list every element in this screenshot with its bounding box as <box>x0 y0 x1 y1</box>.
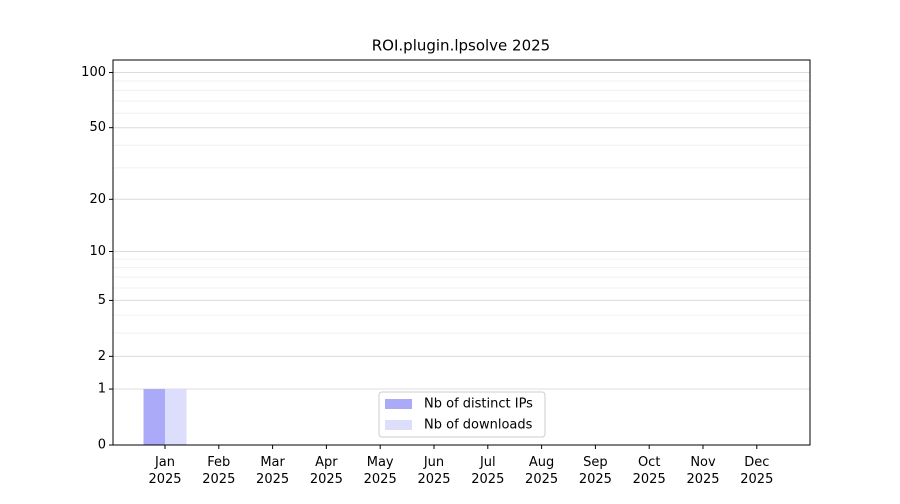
x-tick-label: Aug 2025 <box>525 455 558 487</box>
y-tick-label: 5 <box>98 293 106 308</box>
legend-label: Nb of distinct IPs <box>424 397 533 412</box>
x-tick-label-line: 2025 <box>364 472 397 487</box>
y-tick-label: 100 <box>81 65 106 80</box>
legend-box <box>378 391 546 438</box>
x-tick-label: Feb 2025 <box>202 455 235 487</box>
legend-swatch <box>385 399 412 409</box>
x-tick-label: May 2025 <box>364 455 397 487</box>
x-tick-label-line: Oct <box>638 455 660 470</box>
x-tick-label-line: 2025 <box>686 472 719 487</box>
x-tick-label: Jul 2025 <box>471 455 504 487</box>
x-tick-label-line: Apr <box>315 455 338 470</box>
legend-label: Nb of downloads <box>424 418 533 433</box>
x-tick-label-line: 2025 <box>633 472 666 487</box>
y-tick-label: 10 <box>89 244 106 259</box>
x-tick-label: Oct 2025 <box>633 455 666 487</box>
y-tick-label: 0 <box>98 438 106 453</box>
x-tick-label-line: May <box>367 455 394 470</box>
chart-title: ROI.plugin.lpsolve 2025 <box>372 37 550 55</box>
y-tick-label: 20 <box>89 192 106 207</box>
y-tick-label: 50 <box>89 120 106 135</box>
x-tick-label: Jan 2025 <box>148 455 181 487</box>
x-tick-label: Jun 2025 <box>417 455 450 487</box>
x-tick-label-line: 2025 <box>202 472 235 487</box>
x-tick-label-line: 2025 <box>310 472 343 487</box>
x-tick-label-line: Nov <box>690 455 716 470</box>
x-tick-label: Dec 2025 <box>740 455 773 487</box>
legend-swatch <box>385 420 412 430</box>
x-tick-label-line: Jun <box>423 455 444 470</box>
x-tick-label-line: 2025 <box>740 472 773 487</box>
x-tick-label: Sep 2025 <box>579 455 612 487</box>
y-tick-label: 2 <box>98 349 106 364</box>
plot-frame <box>112 59 811 446</box>
bar <box>143 389 165 445</box>
y-tick-label: 1 <box>98 382 106 397</box>
x-tick-label-line: 2025 <box>525 472 558 487</box>
x-tick-label-line: Dec <box>744 455 769 470</box>
x-tick-label-line: 2025 <box>579 472 612 487</box>
x-tick-label: Apr 2025 <box>310 455 343 487</box>
x-tick-label: Nov 2025 <box>686 455 719 487</box>
x-tick-label-line: Jul <box>479 455 496 470</box>
x-tick-label: Mar 2025 <box>256 455 289 487</box>
x-tick-label-line: Jan <box>154 455 175 470</box>
bar <box>165 389 187 445</box>
x-tick-label-line: 2025 <box>256 472 289 487</box>
x-tick-label-line: Feb <box>207 455 230 470</box>
x-tick-label-line: Sep <box>583 455 608 470</box>
x-tick-label-line: 2025 <box>417 472 450 487</box>
x-tick-label-line: 2025 <box>471 472 504 487</box>
x-tick-label-line: Aug <box>529 455 554 470</box>
x-tick-label-line: 2025 <box>148 472 181 487</box>
x-tick-label-line: Mar <box>260 455 285 470</box>
